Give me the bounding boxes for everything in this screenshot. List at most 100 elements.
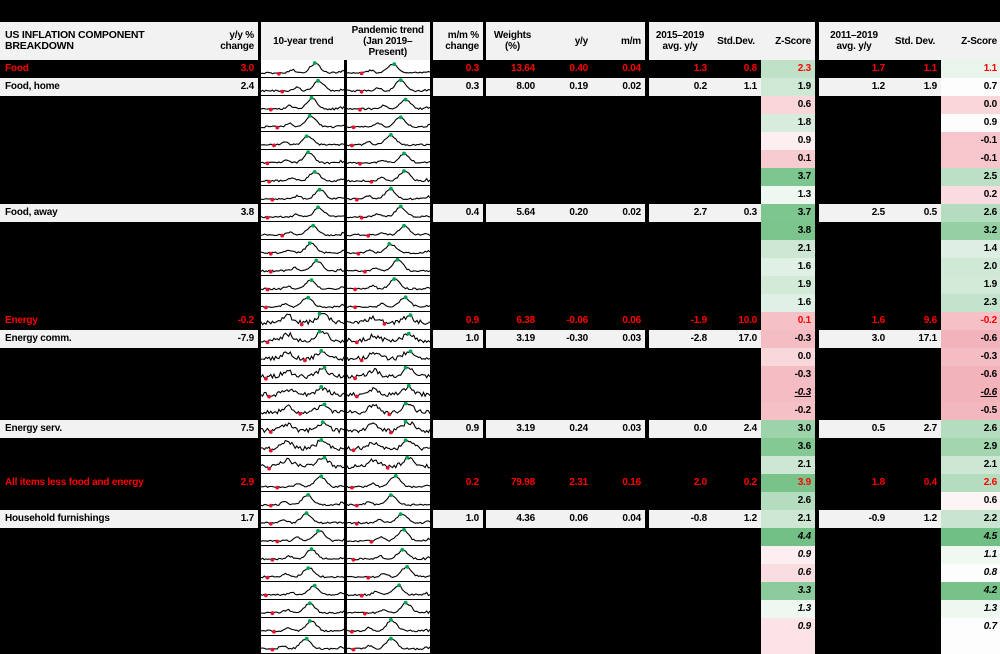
sparkline-10yr-cell	[261, 276, 344, 294]
column-header-yy: y/y	[574, 35, 589, 47]
sparkline-10yr	[261, 636, 344, 652]
cell-weight	[486, 240, 539, 258]
cell-z-score-2: 1.1	[941, 546, 1000, 564]
cell-std-dev-1	[711, 240, 761, 258]
cell-z-score-1: 2.1	[761, 456, 815, 474]
sparkline-10yr	[261, 170, 344, 184]
marker-low-icon	[358, 107, 362, 112]
cell-z-score-1: 1.6	[761, 258, 815, 276]
cell-z-score-1: 4.4	[761, 528, 815, 546]
sparkline-pandemic	[347, 62, 430, 76]
cell-avg-2015-2019	[649, 528, 711, 546]
sparkline-pandemic	[347, 204, 430, 220]
cell-avg-2015-2019: -0.8	[649, 510, 711, 528]
sparkline-pandemic-cell	[347, 222, 430, 240]
cell-yy-contrib	[539, 366, 592, 384]
cell-avg-2011-2019	[819, 618, 889, 636]
marker-peak-icon	[314, 258, 319, 263]
marker-low-icon	[264, 305, 268, 310]
cell-weight: 79.98	[510, 477, 535, 488]
sparkline-pandemic	[347, 456, 430, 470]
cell-mm-contrib	[592, 258, 645, 276]
cell-std-dev-1	[711, 600, 761, 618]
cell-avg-2015-2019	[649, 492, 711, 510]
sparkline-10yr	[261, 349, 344, 363]
marker-low-icon	[353, 287, 357, 292]
cell-z-score-2: -0.6	[941, 384, 1000, 402]
marker-low-icon	[351, 647, 356, 652]
table-row: 0.1 -0.1	[0, 150, 1000, 168]
cell-weight	[486, 258, 539, 276]
cell-component-name	[0, 222, 224, 240]
cell-component-name	[0, 186, 224, 204]
cell-avg-2015-2019	[649, 168, 711, 186]
marker-peak-icon	[403, 402, 408, 406]
marker-peak-icon	[306, 493, 311, 497]
cell-std-dev-1	[711, 276, 761, 294]
cell-avg-2011-2019: 2.5	[819, 204, 889, 222]
marker-low-icon	[350, 485, 354, 490]
cell-avg-2015-2019	[649, 636, 711, 654]
marker-peak-icon	[307, 619, 312, 623]
header-group-trends: 10-year trend Pandemic trend (Jan 2019–P…	[261, 22, 430, 60]
cell-yy-contrib	[539, 528, 592, 546]
sparkline-10yr	[261, 258, 344, 274]
marker-peak-icon	[398, 204, 403, 209]
marker-low-icon	[267, 179, 271, 184]
marker-peak-icon	[317, 330, 322, 334]
marker-low-icon	[351, 125, 356, 130]
table-row: 3.6 2.9	[0, 438, 1000, 456]
table-row: 0.6 0.0	[0, 96, 1000, 114]
sparkline-10yr-cell	[261, 366, 344, 384]
inflation-breakdown-table: US INFLATION COMPONENT BREAKDOWN y/y % c…	[0, 22, 1000, 654]
row-energy-serv: Energy serv. 7.5 0.9 3.19 0.24 0.03 0.0 2.4 3.0 0…	[0, 420, 1000, 438]
sparkline-pandemic-cell	[347, 600, 430, 618]
cell-avg-2011-2019: 1.8	[871, 477, 886, 488]
sparkline-10yr-cell	[261, 312, 344, 330]
marker-low-icon	[387, 412, 392, 417]
marker-low-icon	[268, 107, 273, 112]
marker-peak-icon	[317, 312, 322, 316]
marker-low-icon	[277, 71, 281, 76]
cell-avg-2011-2019: -0.9	[819, 510, 889, 528]
sparkline-10yr-cell	[261, 456, 344, 474]
marker-low-icon	[366, 233, 371, 238]
sparkline-pandemic-cell	[347, 150, 430, 168]
sparkline-10yr	[261, 295, 344, 310]
cell-yy-contrib	[539, 348, 592, 366]
marker-low-icon	[354, 503, 359, 508]
cell-mm-contrib	[592, 222, 645, 240]
cell-mm-contrib	[592, 132, 645, 150]
cell-z-score-2: 0.2	[941, 186, 1000, 204]
sparkline-pandemic-cell	[347, 60, 430, 78]
marker-peak-icon	[306, 150, 311, 154]
table-row: 0.0 -0.3	[0, 348, 1000, 366]
cell-std-dev-2	[889, 258, 941, 276]
cell-weight	[486, 222, 539, 240]
marker-low-icon	[350, 143, 354, 148]
sparkline-10yr-cell	[261, 636, 344, 654]
cell-component-name: Energy comm.	[0, 330, 224, 348]
marker-low-icon	[268, 430, 273, 434]
cell-std-dev-2: 2.7	[889, 420, 941, 438]
cell-avg-2011-2019	[819, 114, 889, 132]
cell-component-name	[0, 546, 224, 564]
cell-yy-change: 3.0	[240, 63, 255, 74]
cell-yy-contrib	[539, 438, 592, 456]
cell-std-dev-2	[889, 150, 941, 168]
cell-mm-change	[433, 636, 483, 654]
marker-peak-icon	[387, 242, 392, 246]
cell-z-score-2: -0.1	[941, 132, 1000, 150]
row-food-home: Food, home 2.4 0.3 8.00 0.19 0.02 0.2 1.1 1.9 1.2…	[0, 78, 1000, 96]
sparkline-10yr-cell	[261, 474, 344, 492]
cell-z-score-2: 1.9	[941, 276, 1000, 294]
marker-low-icon	[350, 629, 354, 634]
cell-avg-2011-2019: 1.7	[871, 63, 886, 74]
cell-z-score-2: 3.2	[941, 222, 1000, 240]
cell-mm-contrib	[592, 600, 645, 618]
cell-avg-2011-2019	[819, 294, 889, 312]
cell-avg-2011-2019	[819, 96, 889, 114]
cell-weight	[486, 618, 539, 636]
sparkline-10yr	[261, 330, 344, 345]
cell-std-dev-2	[889, 564, 941, 582]
